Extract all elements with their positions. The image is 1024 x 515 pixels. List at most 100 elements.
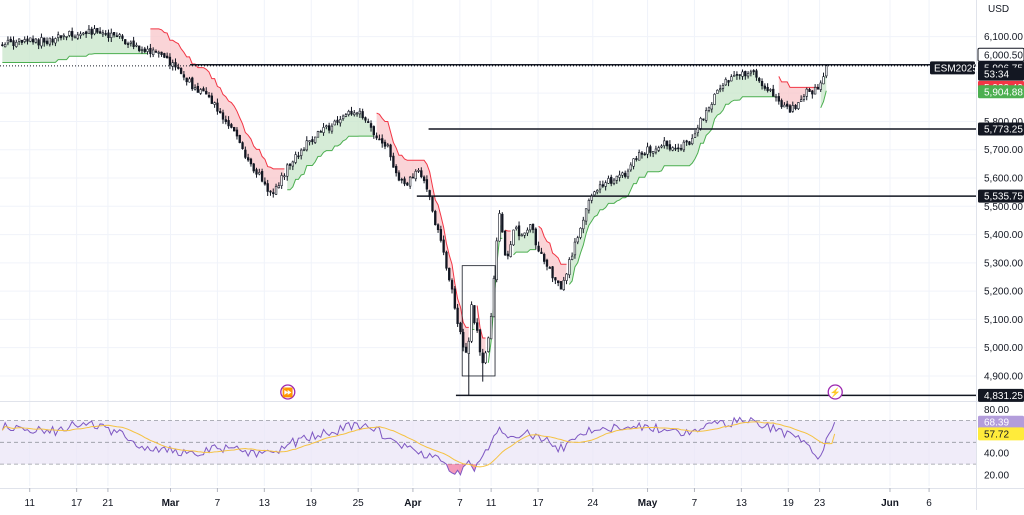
lightning-circle-icon[interactable]: ⚡ <box>827 384 843 400</box>
candle-body <box>115 35 119 38</box>
candle-body <box>570 255 574 260</box>
candle-body <box>361 111 364 119</box>
candle-body <box>372 126 375 136</box>
trail-up-line <box>287 135 374 191</box>
candle-body <box>783 104 786 108</box>
candle-body <box>464 346 468 353</box>
candle-body <box>101 32 105 35</box>
candle-body <box>54 38 57 44</box>
trail-up-fill <box>820 70 827 108</box>
candle-body <box>621 172 624 176</box>
candle-body <box>696 127 699 134</box>
candle-body <box>375 135 378 139</box>
candle-body <box>322 127 325 133</box>
candle-body <box>104 33 107 35</box>
candle-body <box>62 34 65 37</box>
candle-body <box>431 197 434 212</box>
candle-body <box>207 95 211 98</box>
candle-body <box>663 140 666 147</box>
candle-body <box>57 34 60 38</box>
candle-body <box>37 39 40 46</box>
candle-body <box>786 103 789 107</box>
candle-body <box>353 112 356 116</box>
candle-body <box>568 259 571 276</box>
candle-body <box>327 125 331 131</box>
candle-body <box>618 174 621 178</box>
candle-body <box>333 120 336 126</box>
x-tick-label: 19 <box>306 498 318 509</box>
candle-body <box>610 176 613 184</box>
candle-body <box>347 111 350 115</box>
candle-body <box>110 32 113 38</box>
price-tag: 53:34 <box>978 67 1024 81</box>
candle-body <box>26 38 29 42</box>
candle-body <box>671 147 674 151</box>
forward-circle-icon[interactable]: ⏩ <box>280 384 296 400</box>
candle-body <box>350 110 353 115</box>
candle-body <box>562 279 565 291</box>
candle-body <box>367 121 370 123</box>
candle-body <box>12 40 15 46</box>
candle-body <box>777 96 780 102</box>
candle-body <box>185 77 188 83</box>
trail-down-fill <box>505 230 511 255</box>
candle-body <box>802 96 806 100</box>
candle-body <box>280 175 283 187</box>
candle-body <box>149 47 152 55</box>
candle-body <box>163 53 166 58</box>
forward-circle-icon-glyph: ⏩ <box>282 387 293 398</box>
candle-body <box>520 234 524 237</box>
candle-body <box>152 49 155 56</box>
event-icons-layer: ⏩ ⚡ <box>280 384 843 400</box>
candle-body <box>674 147 677 150</box>
candle-body <box>269 190 272 193</box>
rsi-tag-text: 68.39 <box>984 418 1009 429</box>
x-tick-label: May <box>638 498 658 509</box>
rsi-line <box>1 416 836 477</box>
candle-body <box>596 190 599 193</box>
candle-body <box>383 141 387 147</box>
candle-body <box>587 200 591 211</box>
candle-body <box>132 40 135 47</box>
candle-body <box>442 239 445 253</box>
candle-body <box>286 164 289 177</box>
candle-body <box>252 163 255 172</box>
candle-body <box>45 40 49 44</box>
price-tick-label: 5,000.00 <box>984 343 1023 354</box>
candle-body <box>143 48 146 52</box>
candle-body <box>749 71 753 74</box>
candle-body <box>84 31 88 35</box>
candle-body <box>20 39 24 43</box>
candle-body <box>579 227 582 238</box>
candle-body <box>146 48 149 52</box>
candle-body <box>537 245 540 252</box>
x-tick-label: 7 <box>457 498 463 509</box>
candle-body <box>244 149 247 158</box>
candle-body <box>126 43 130 45</box>
price-tick-label: 6,100.00 <box>984 32 1023 43</box>
candle-body <box>540 251 543 254</box>
candle-body <box>238 135 241 143</box>
candle-body <box>386 144 389 147</box>
candle-body <box>291 161 294 167</box>
candle-body <box>730 76 733 82</box>
candle-body <box>478 329 482 353</box>
candle-body <box>160 51 163 55</box>
price-tag: 5,535.75 <box>978 189 1024 203</box>
candle-body <box>118 34 121 37</box>
candle-body <box>682 141 686 151</box>
candle-body <box>649 146 652 153</box>
candle-body <box>121 35 124 39</box>
candle-body <box>400 178 403 181</box>
candle-body <box>489 315 493 340</box>
candle-body <box>210 95 213 104</box>
candle-body <box>576 237 579 243</box>
candle-body <box>179 67 183 74</box>
candle-body <box>679 148 683 150</box>
candle-body <box>96 27 99 33</box>
candle-body <box>358 110 362 115</box>
candle-body <box>177 66 180 69</box>
